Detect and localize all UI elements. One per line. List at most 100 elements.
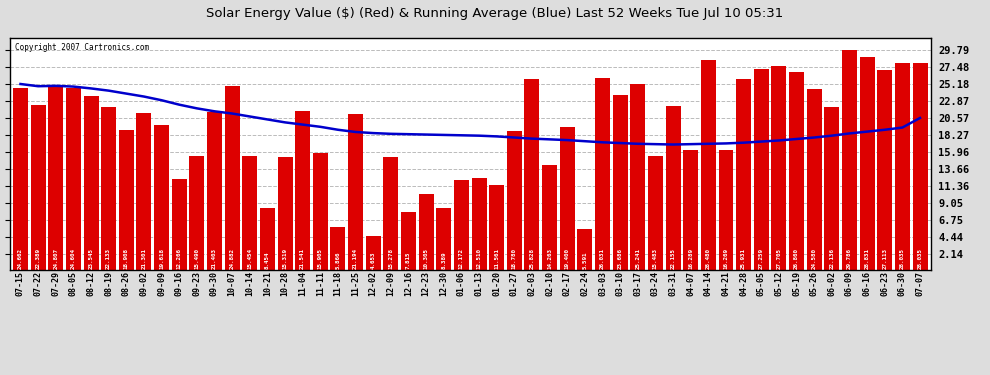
Bar — [647, 156, 663, 270]
Text: 7.815: 7.815 — [406, 251, 411, 269]
Text: 16.269: 16.269 — [724, 248, 729, 269]
Text: 21.403: 21.403 — [212, 248, 217, 269]
Bar — [137, 113, 151, 270]
Bar — [825, 106, 840, 270]
Text: 15.454: 15.454 — [248, 248, 252, 269]
Text: 29.786: 29.786 — [847, 248, 852, 269]
Text: 21.301: 21.301 — [142, 248, 147, 269]
Text: 23.545: 23.545 — [88, 248, 93, 269]
Bar — [101, 106, 116, 270]
Text: 24.580: 24.580 — [812, 248, 817, 269]
Text: 12.172: 12.172 — [459, 248, 464, 269]
Text: Solar Energy Value ($) (Red) & Running Average (Blue) Last 52 Weeks Tue Jul 10 0: Solar Energy Value ($) (Red) & Running A… — [206, 8, 784, 21]
Bar — [753, 69, 769, 270]
Bar — [577, 229, 592, 270]
Text: 21.194: 21.194 — [353, 248, 358, 269]
Bar — [83, 96, 99, 270]
Bar — [719, 150, 734, 270]
Bar — [171, 180, 187, 270]
Text: 15.278: 15.278 — [388, 248, 393, 269]
Text: 26.031: 26.031 — [600, 248, 605, 269]
Bar — [365, 236, 381, 270]
Text: 16.289: 16.289 — [688, 248, 693, 269]
Bar — [454, 180, 469, 270]
Bar — [771, 66, 786, 270]
Bar — [66, 88, 81, 270]
Text: 8.389: 8.389 — [442, 251, 446, 269]
Bar — [877, 70, 892, 270]
Text: 27.113: 27.113 — [882, 248, 887, 269]
Text: 12.266: 12.266 — [177, 248, 182, 269]
Text: 18.780: 18.780 — [512, 248, 517, 269]
Bar — [543, 165, 557, 270]
Bar — [260, 208, 275, 270]
Bar — [807, 88, 822, 270]
Text: 8.454: 8.454 — [265, 251, 270, 269]
Text: 24.604: 24.604 — [71, 248, 76, 269]
Text: 10.305: 10.305 — [424, 248, 429, 269]
Text: 11.561: 11.561 — [494, 248, 499, 269]
Text: 25.241: 25.241 — [636, 248, 641, 269]
Bar — [701, 60, 716, 270]
Text: 21.541: 21.541 — [300, 248, 305, 269]
Bar — [225, 86, 240, 270]
Bar — [419, 194, 434, 270]
Text: 15.319: 15.319 — [282, 248, 287, 269]
Bar — [859, 57, 874, 270]
Text: Copyright 2007 Cartronics.com: Copyright 2007 Cartronics.com — [15, 44, 148, 52]
Bar — [13, 88, 28, 270]
Text: 15.905: 15.905 — [318, 248, 323, 269]
Bar — [489, 184, 504, 270]
Text: 22.133: 22.133 — [106, 248, 111, 269]
Bar — [631, 84, 645, 270]
Text: 12.510: 12.510 — [476, 248, 481, 269]
Text: 22.136: 22.136 — [830, 248, 835, 269]
Text: 4.653: 4.653 — [370, 251, 376, 269]
Bar — [31, 105, 46, 270]
Bar — [737, 79, 751, 270]
Text: 15.483: 15.483 — [653, 248, 658, 269]
Bar — [49, 87, 63, 270]
Text: 15.490: 15.490 — [194, 248, 199, 269]
Text: 19.400: 19.400 — [564, 248, 570, 269]
Text: 27.705: 27.705 — [776, 248, 781, 269]
Text: 25.931: 25.931 — [742, 248, 746, 269]
Text: 22.389: 22.389 — [36, 248, 41, 269]
Text: 24.662: 24.662 — [18, 248, 23, 269]
Bar — [243, 156, 257, 270]
Text: 23.686: 23.686 — [618, 248, 623, 269]
Bar — [437, 208, 451, 270]
Bar — [665, 106, 680, 270]
Text: 28.831: 28.831 — [864, 248, 869, 269]
Bar — [119, 130, 134, 270]
Text: 28.035: 28.035 — [918, 248, 923, 269]
Bar — [525, 80, 540, 270]
Text: 24.807: 24.807 — [53, 248, 58, 269]
Bar — [507, 131, 522, 270]
Bar — [348, 114, 363, 270]
Bar — [595, 78, 610, 270]
Bar — [913, 63, 928, 270]
Bar — [471, 178, 486, 270]
Text: 22.155: 22.155 — [670, 248, 675, 269]
Text: 18.908: 18.908 — [124, 248, 129, 269]
Text: 28.035: 28.035 — [900, 248, 905, 269]
Bar — [331, 227, 346, 270]
Bar — [207, 112, 222, 270]
Text: 26.860: 26.860 — [794, 248, 799, 269]
Bar — [313, 153, 328, 270]
Text: 25.828: 25.828 — [530, 248, 535, 269]
Text: 14.263: 14.263 — [547, 248, 552, 269]
Bar — [401, 212, 416, 270]
Bar — [683, 150, 698, 270]
Bar — [154, 125, 169, 270]
Text: 19.618: 19.618 — [159, 248, 164, 269]
Bar — [895, 63, 910, 270]
Text: 27.259: 27.259 — [758, 248, 763, 269]
Text: 5.591: 5.591 — [582, 251, 587, 269]
Bar — [277, 157, 293, 270]
Text: 28.480: 28.480 — [706, 248, 711, 269]
Bar — [842, 50, 857, 270]
Bar — [789, 72, 804, 270]
Bar — [189, 156, 204, 270]
